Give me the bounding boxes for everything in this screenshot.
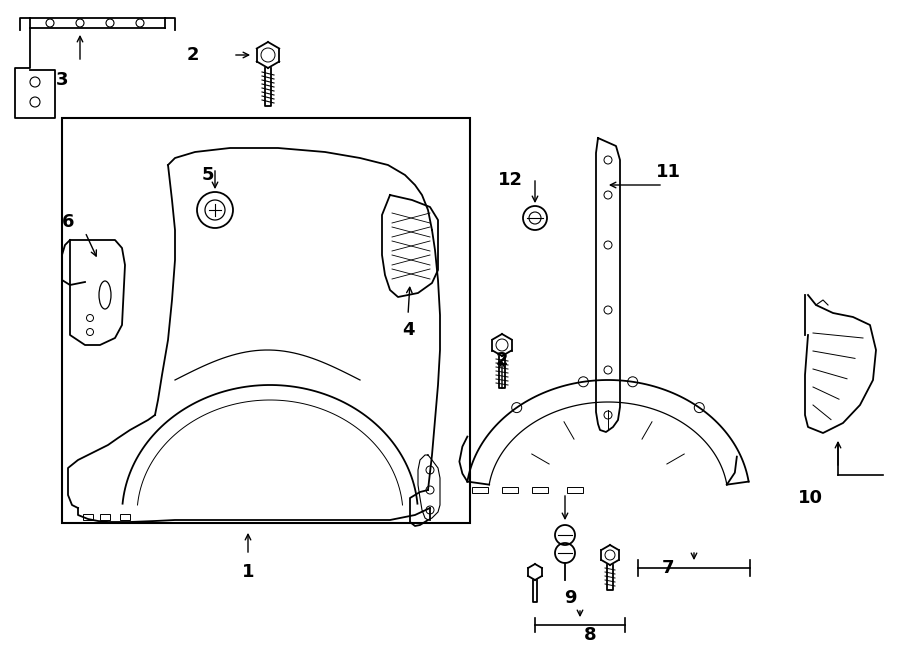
Text: 2: 2 [496, 351, 508, 369]
Text: 4: 4 [401, 321, 414, 339]
Bar [472, 487, 488, 493]
Bar [83, 514, 93, 520]
Text: 3: 3 [56, 71, 68, 89]
Text: 2: 2 [187, 46, 199, 64]
Bar [567, 487, 583, 493]
Text: 11: 11 [655, 163, 680, 181]
Text: 10: 10 [797, 489, 823, 507]
Bar [502, 487, 518, 493]
Text: 8: 8 [584, 626, 597, 644]
Text: 6: 6 [62, 213, 74, 231]
Bar [120, 514, 130, 520]
Text: 12: 12 [498, 171, 523, 189]
Bar [62, 118, 470, 523]
Text: 1: 1 [242, 563, 254, 581]
Text: 7: 7 [662, 559, 674, 577]
Text: 5: 5 [202, 166, 214, 184]
Bar [100, 514, 110, 520]
Bar [532, 487, 548, 493]
Text: 9: 9 [563, 589, 576, 607]
